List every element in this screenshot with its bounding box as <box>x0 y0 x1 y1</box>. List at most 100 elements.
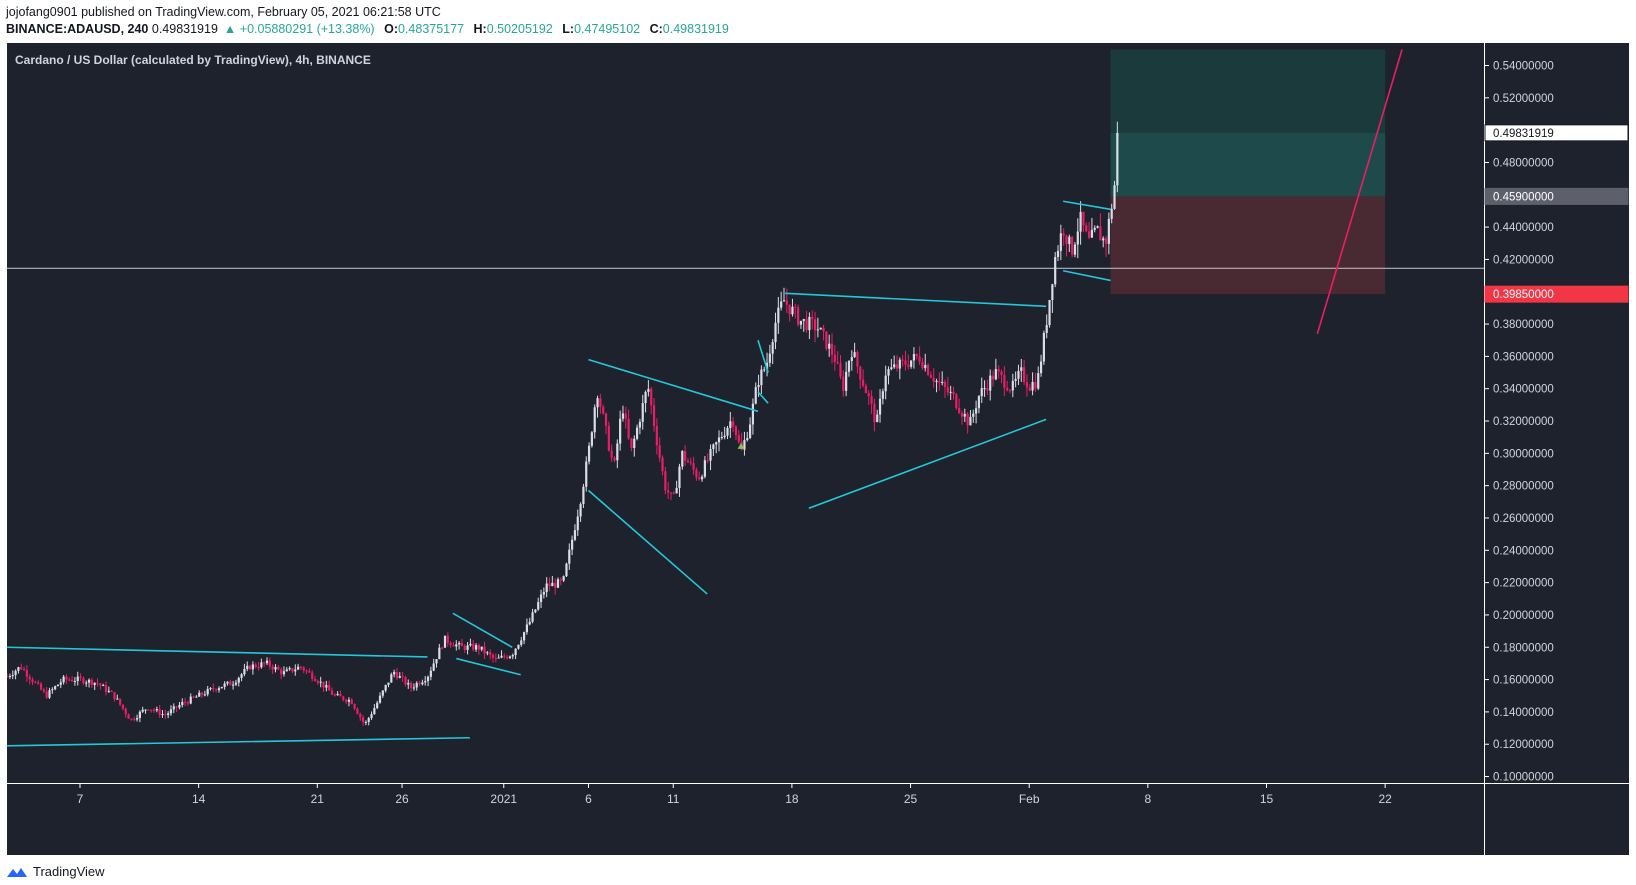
candle-body <box>446 635 449 643</box>
candle-body <box>619 418 622 444</box>
trendline[interactable] <box>785 292 1047 308</box>
projection-line[interactable] <box>1316 49 1403 334</box>
trendline[interactable] <box>456 657 521 676</box>
x-tick-label: 21 <box>311 792 325 806</box>
candle-body <box>424 681 427 683</box>
chart-area[interactable]: 0.10000000 0.12000000 0.14000000 0.16000000… <box>6 42 1630 856</box>
candle-body <box>703 460 706 477</box>
symbol-ohlc-line: BINANCE:ADAUSD, 240 0.49831919 ▲ +0.05880… <box>6 21 735 38</box>
candle-body <box>559 579 562 581</box>
tradingview-icon <box>7 867 27 877</box>
candle-body <box>791 306 794 315</box>
candle-body <box>856 352 859 367</box>
candlestick-chart[interactable]: 0.10000000 0.12000000 0.14000000 0.16000000… <box>6 42 1630 856</box>
candle-body <box>130 718 133 720</box>
candle-body <box>672 492 675 494</box>
candle-body <box>621 413 625 419</box>
candle-body <box>989 375 992 391</box>
candle-body <box>1093 227 1096 230</box>
candle-body <box>797 307 800 325</box>
trendline[interactable] <box>1062 200 1111 211</box>
y-tick-label: 0.44000000 <box>1493 222 1554 234</box>
trendline[interactable] <box>757 391 769 404</box>
candle-body <box>370 714 373 719</box>
candle-body <box>684 451 687 461</box>
candle-body <box>650 388 653 406</box>
candle-body <box>282 671 286 675</box>
trendline[interactable] <box>1062 269 1111 282</box>
candle-body <box>873 403 876 423</box>
y-tick-label: 0.52000000 <box>1493 93 1554 105</box>
candle-body <box>169 709 173 714</box>
trendline[interactable] <box>7 646 428 658</box>
trendline[interactable] <box>7 736 470 747</box>
candle-body <box>669 492 673 494</box>
candle-body <box>782 300 786 302</box>
candle-body <box>743 440 746 450</box>
candle-body <box>96 682 99 684</box>
candle-body <box>1011 380 1014 391</box>
candle-body <box>8 676 12 678</box>
candle-body <box>765 362 769 370</box>
candle-body <box>257 666 260 668</box>
candle-body <box>842 376 845 391</box>
high-value: 0.50205192 <box>486 22 553 36</box>
candle-body <box>161 714 164 716</box>
candle-body <box>404 677 407 685</box>
trendline[interactable] <box>808 418 1047 510</box>
candle-body <box>573 530 577 540</box>
candle-body <box>1006 387 1009 391</box>
candle-body <box>373 708 376 715</box>
trendline[interactable] <box>452 612 513 648</box>
candle-body <box>212 688 215 690</box>
candle-body <box>421 682 424 685</box>
candle-body <box>678 466 681 488</box>
candle-body <box>22 669 26 671</box>
candle-body <box>689 462 692 464</box>
candle-body <box>135 717 139 720</box>
trendline[interactable] <box>587 489 708 595</box>
x-tick-label: 15 <box>1260 792 1274 806</box>
candle-body <box>1062 233 1065 236</box>
candle-body <box>305 670 308 672</box>
target-filled-zone <box>1110 132 1386 197</box>
candle-body <box>587 445 591 462</box>
x-tick-label: 6 <box>585 792 592 806</box>
candle-body <box>912 354 916 361</box>
candle-body <box>955 394 958 408</box>
candle-body <box>195 696 198 698</box>
candle-body <box>901 359 904 361</box>
tradingview-logo[interactable]: TradingView <box>6 864 105 879</box>
y-tick-label: 0.24000000 <box>1493 545 1554 557</box>
candle-body <box>794 306 797 308</box>
candle-body <box>1087 231 1091 238</box>
footer: TradingView <box>6 856 1636 885</box>
candle-body <box>133 718 136 720</box>
candle-body <box>17 667 20 671</box>
candle-body <box>299 666 303 668</box>
candle-body <box>90 679 93 686</box>
candle-body <box>915 354 918 357</box>
y-tick-label: 0.42000000 <box>1493 254 1554 266</box>
candle-body <box>110 690 113 692</box>
candle-body <box>681 451 684 467</box>
candle-body <box>474 645 478 650</box>
publish-info: jojofang0901 published on TradingView.co… <box>6 5 441 19</box>
candle-body <box>571 539 574 550</box>
candle-body <box>87 679 91 683</box>
trendline[interactable] <box>588 358 759 413</box>
candle-body <box>486 652 489 654</box>
price-label-text: 0.45900000 <box>1493 191 1554 203</box>
candle-body <box>353 704 356 709</box>
candle-body <box>62 676 65 683</box>
candle-body <box>652 405 656 427</box>
candle-body <box>65 676 68 680</box>
candle-body <box>28 676 31 680</box>
candle-body <box>1082 211 1085 226</box>
candle-body <box>1073 244 1077 255</box>
candle-body <box>181 702 184 706</box>
trendline[interactable] <box>757 339 769 373</box>
candle-body <box>514 648 517 656</box>
candle-body <box>1008 390 1012 392</box>
candle-body <box>935 380 938 382</box>
